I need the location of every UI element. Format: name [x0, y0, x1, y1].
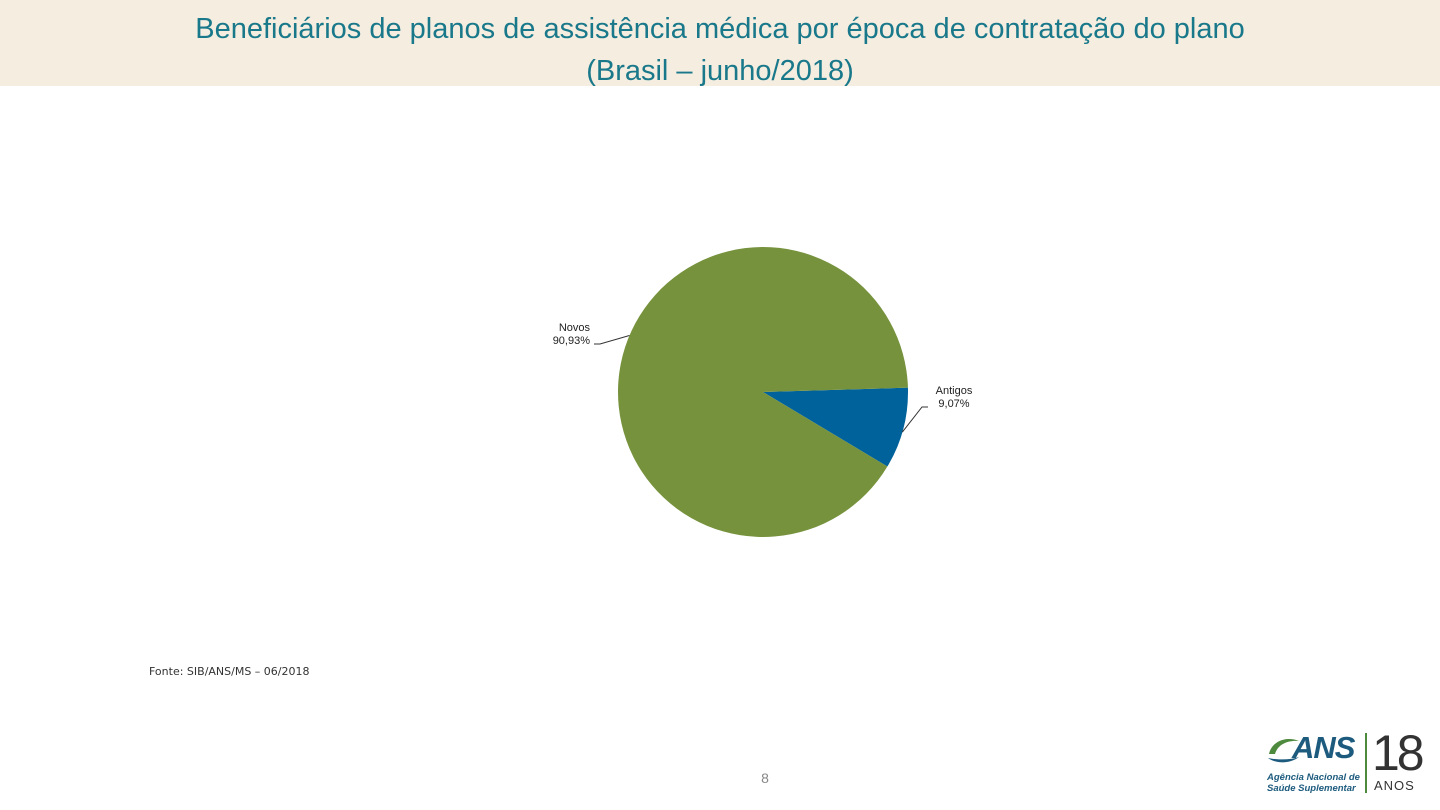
- pie-slice-antigos: [763, 387, 908, 467]
- slice-name-novos: Novos: [559, 322, 591, 334]
- page-title-line2: (Brasil – junho/2018): [586, 55, 854, 87]
- anniversary-caption: ANOS: [1374, 778, 1415, 793]
- slice-value-novos: 90,93%: [553, 335, 591, 347]
- title-band: [0, 0, 1440, 86]
- source-note: Fonte: SIB/ANS/MS – 06/2018: [149, 665, 310, 678]
- ans-swoosh-icon: [1268, 738, 1299, 763]
- anniversary-years: 18: [1372, 725, 1425, 781]
- leader-line-novos: [594, 335, 630, 345]
- slice-name-antigos: Antigos: [936, 385, 973, 397]
- pie-slice-novos: [618, 246, 908, 537]
- ans-name-line2: Saúde Suplementar: [1267, 783, 1356, 794]
- page-title-line1: Beneficiários de planos de assistência m…: [195, 13, 1245, 45]
- ans-wordmark: ANS: [1292, 730, 1355, 765]
- page-title: Beneficiários de planos de assistência m…: [0, 8, 1440, 92]
- leader-line-antigos: [901, 406, 928, 433]
- slice-value-antigos: 9,07%: [938, 398, 969, 410]
- page-number: 8: [761, 770, 769, 786]
- logo-separator: [1365, 733, 1367, 793]
- ans-name-line1: Agência Nacional de: [1267, 772, 1360, 783]
- ans-logo: ANS Agência Nacional de Saúde Suplementa…: [1262, 725, 1432, 798]
